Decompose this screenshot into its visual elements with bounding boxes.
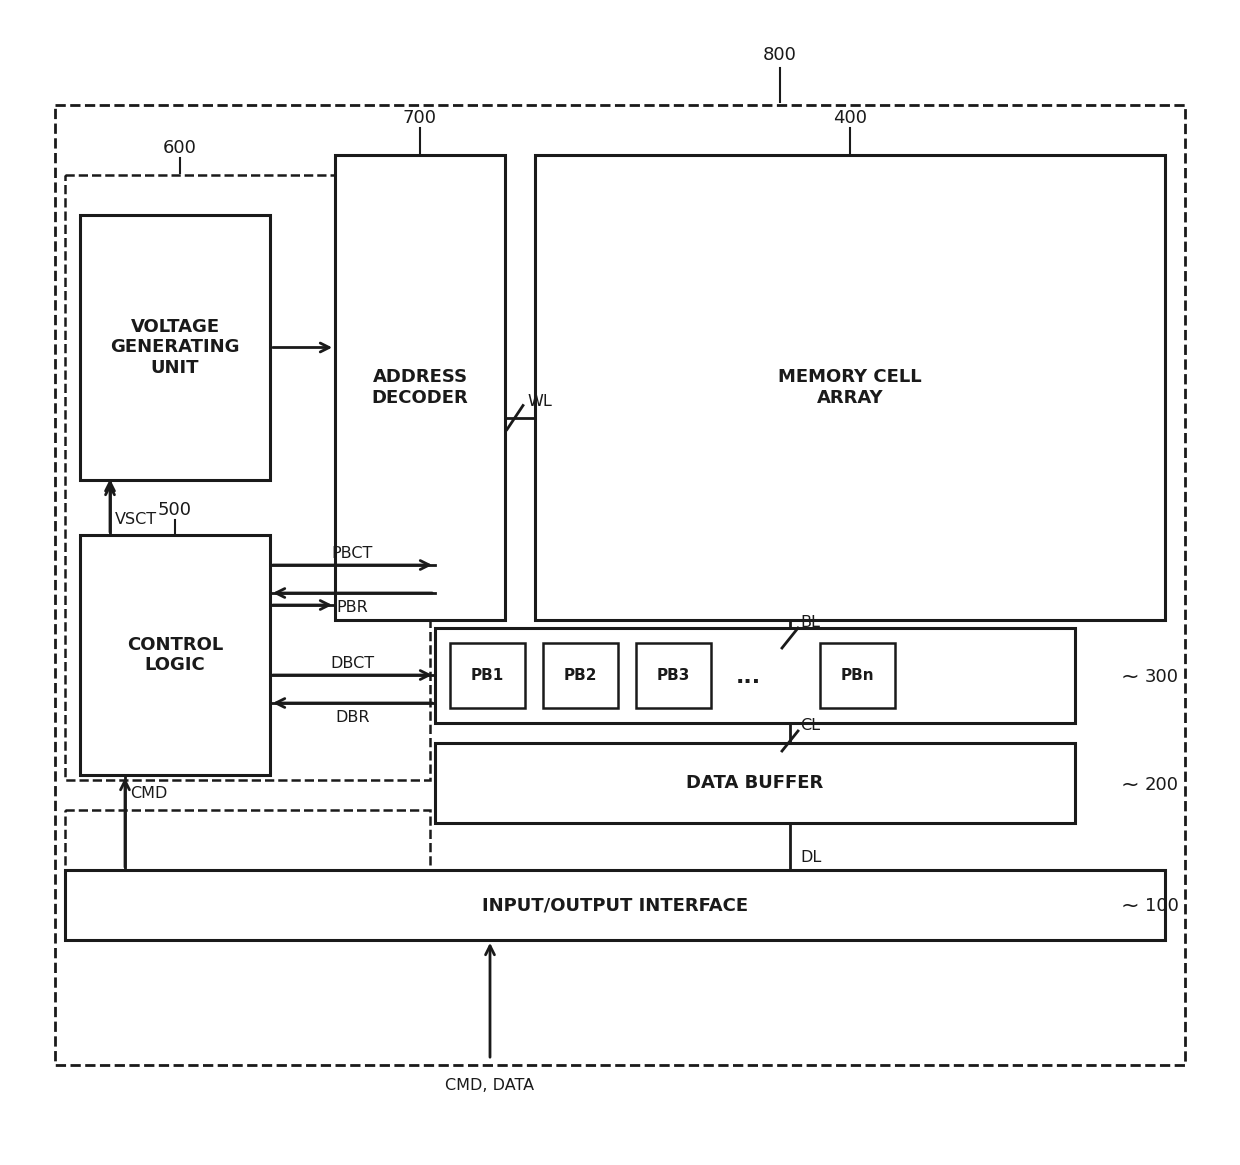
Text: 200: 200 [1145, 776, 1179, 795]
Bar [55, 105, 1185, 1065]
Text: PBn: PBn [841, 668, 874, 683]
Text: CL: CL [800, 718, 820, 733]
Text: BL: BL [800, 615, 820, 630]
Text: DBR: DBR [335, 709, 370, 725]
Bar [534, 155, 1166, 620]
Text: 800: 800 [763, 45, 797, 64]
Text: 700: 700 [403, 110, 436, 127]
Text: DBCT: DBCT [330, 656, 374, 671]
Text: ~: ~ [1121, 896, 1140, 916]
Text: WL: WL [527, 395, 552, 410]
Text: PB1: PB1 [471, 668, 505, 683]
Text: ~: ~ [1121, 668, 1140, 687]
Text: PBR: PBR [336, 600, 368, 614]
Bar [450, 643, 525, 708]
Text: ...: ... [735, 668, 760, 687]
Text: 400: 400 [833, 110, 867, 127]
Bar [81, 535, 270, 775]
Text: CMD: CMD [130, 785, 167, 800]
Text: PB2: PB2 [564, 668, 598, 683]
Text: MEMORY CELL
ARRAY: MEMORY CELL ARRAY [779, 368, 921, 407]
Bar [64, 810, 430, 870]
Text: 500: 500 [157, 501, 192, 518]
Bar [335, 155, 505, 620]
Text: VOLTAGE
GENERATING
UNIT: VOLTAGE GENERATING UNIT [110, 318, 239, 377]
Text: 100: 100 [1145, 897, 1179, 915]
Bar [435, 628, 1075, 723]
Text: DL: DL [800, 850, 821, 866]
Text: PB3: PB3 [657, 668, 691, 683]
Text: CMD, DATA: CMD, DATA [445, 1078, 534, 1093]
Bar [64, 870, 1166, 940]
Text: PBCT: PBCT [332, 545, 373, 560]
Bar [64, 175, 430, 781]
Text: VSCT: VSCT [115, 513, 157, 528]
Text: ADDRESS
DECODER: ADDRESS DECODER [372, 368, 469, 407]
Text: 600: 600 [164, 139, 197, 157]
Bar [81, 216, 270, 480]
Text: 300: 300 [1145, 668, 1179, 686]
Bar [820, 643, 895, 708]
Bar [636, 643, 711, 708]
Text: CONTROL
LOGIC: CONTROL LOGIC [126, 636, 223, 675]
Bar [435, 743, 1075, 822]
Text: INPUT/OUTPUT INTERFACE: INPUT/OUTPUT INTERFACE [482, 896, 748, 915]
Text: ~: ~ [1121, 775, 1140, 795]
Text: DATA BUFFER: DATA BUFFER [687, 774, 823, 792]
Bar [543, 643, 618, 708]
